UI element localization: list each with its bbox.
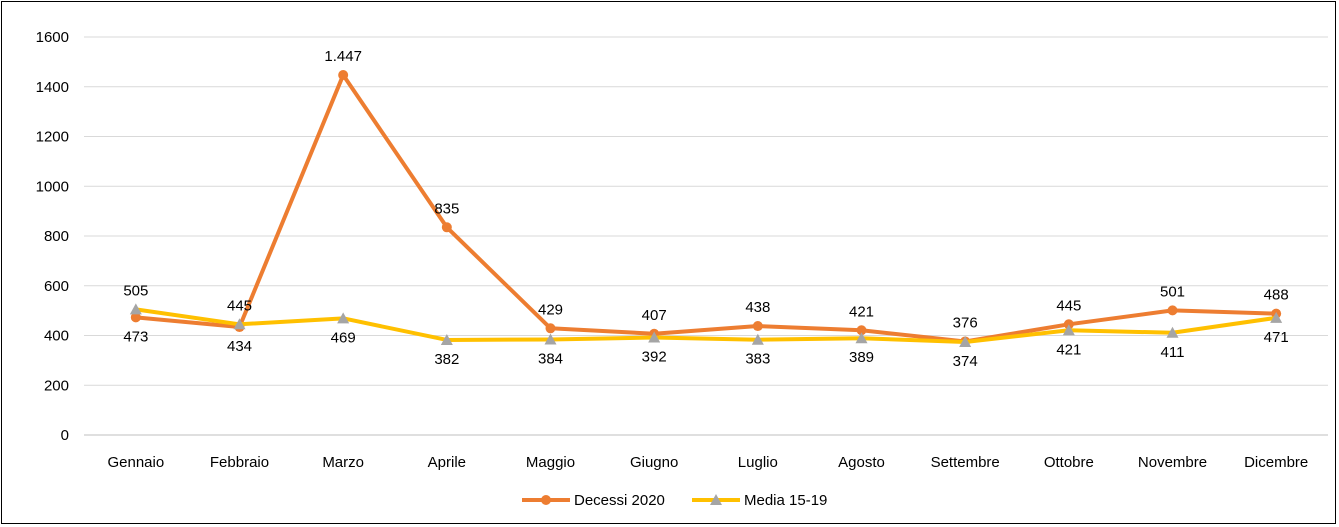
point-media-15-19-maggio xyxy=(544,333,557,345)
y-tick-label-600: 600 xyxy=(44,278,69,295)
y-tick-label-200: 200 xyxy=(44,377,69,394)
point-decessi-2020-novembre xyxy=(1167,305,1178,316)
x-tick-label-febbraio: Febbraio xyxy=(210,454,269,471)
x-tick-label-dicembre: Dicembre xyxy=(1244,454,1308,471)
x-tick-label-ottobre: Ottobre xyxy=(1044,454,1094,471)
data-label-media-15-19-settembre: 374 xyxy=(953,353,978,370)
y-tick-label-1400: 1400 xyxy=(36,79,69,96)
series-line-decessi-2020 xyxy=(133,73,1279,344)
point-media-15-19-settembre xyxy=(959,335,972,347)
point-media-15-19-gennaio xyxy=(129,303,142,315)
point-decessi-2020-marzo xyxy=(338,70,349,81)
x-tick-label-gennaio: Gennaio xyxy=(107,454,164,471)
point-media-15-19-giugno xyxy=(648,331,661,343)
x-tick-label-maggio: Maggio xyxy=(526,454,575,471)
legend-label-media-15-19: Media 15-19 xyxy=(744,492,827,509)
data-label-decessi-2020-ottobre: 445 xyxy=(1056,297,1081,314)
data-label-media-15-19-maggio: 384 xyxy=(538,350,563,367)
point-decessi-2020-aprile xyxy=(441,222,452,233)
x-tick-label-aprile: Aprile xyxy=(428,454,466,471)
x-tick-label-settembre: Settembre xyxy=(931,454,1000,471)
data-label-decessi-2020-dicembre: 488 xyxy=(1264,287,1289,304)
data-label-decessi-2020-agosto: 421 xyxy=(849,303,874,320)
data-label-decessi-2020-novembre: 501 xyxy=(1160,283,1185,300)
point-media-15-19-febbraio xyxy=(233,318,246,330)
point-media-15-19-ottobre xyxy=(1062,324,1075,336)
y-tick-label-400: 400 xyxy=(44,328,69,345)
data-label-media-15-19-agosto: 389 xyxy=(849,349,874,366)
x-tick-label-marzo: Marzo xyxy=(322,454,364,471)
data-label-media-15-19-ottobre: 421 xyxy=(1056,341,1081,358)
point-decessi-2020-agosto xyxy=(856,325,867,336)
data-label-media-15-19-dicembre: 471 xyxy=(1264,329,1289,346)
point-media-15-19-marzo xyxy=(337,312,350,324)
legend-marker-media-15-19 xyxy=(710,494,722,505)
x-tick-label-agosto: Agosto xyxy=(838,454,885,471)
point-media-15-19-agosto xyxy=(855,332,868,344)
data-label-decessi-2020-maggio: 429 xyxy=(538,301,563,318)
point-media-15-19-novembre xyxy=(1166,326,1179,338)
data-label-media-15-19-novembre: 411 xyxy=(1161,344,1185,361)
y-tick-label-800: 800 xyxy=(44,228,69,245)
point-media-15-19-luglio xyxy=(751,333,764,345)
point-media-15-19-dicembre xyxy=(1270,311,1283,323)
legend-marker-decessi-2020 xyxy=(541,495,551,505)
point-decessi-2020-luglio xyxy=(752,321,763,332)
y-tick-label-1000: 1000 xyxy=(36,178,69,195)
series-line-media-15-19 xyxy=(133,307,1279,344)
point-decessi-2020-gennaio xyxy=(130,312,141,323)
point-media-15-19-aprile xyxy=(440,333,453,345)
data-label-media-15-19-aprile: 382 xyxy=(434,351,459,368)
data-label-decessi-2020-luglio: 438 xyxy=(745,299,770,316)
data-label-decessi-2020-settembre: 376 xyxy=(953,314,978,331)
point-decessi-2020-maggio xyxy=(545,323,556,334)
y-tick-label-1200: 1200 xyxy=(36,129,69,146)
data-label-decessi-2020-marzo: 1.447 xyxy=(324,48,362,65)
data-label-media-15-19-febbraio: 445 xyxy=(227,297,252,314)
data-label-media-15-19-marzo: 469 xyxy=(331,329,356,346)
data-label-decessi-2020-gennaio: 473 xyxy=(123,328,148,345)
legend-label-decessi-2020: Decessi 2020 xyxy=(574,492,665,509)
x-tick-label-novembre: Novembre xyxy=(1138,454,1207,471)
data-label-decessi-2020-aprile: 835 xyxy=(434,200,459,217)
y-tick-label-1600: 1600 xyxy=(36,29,69,46)
data-label-media-15-19-luglio: 383 xyxy=(745,351,770,368)
x-tick-label-giugno: Giugno xyxy=(630,454,678,471)
data-label-decessi-2020-febbraio: 434 xyxy=(227,338,252,355)
x-tick-label-luglio: Luglio xyxy=(738,454,778,471)
data-label-decessi-2020-giugno: 407 xyxy=(642,307,667,324)
y-tick-label-0: 0 xyxy=(61,427,69,444)
data-label-media-15-19-giugno: 392 xyxy=(642,348,667,365)
data-label-media-15-19-gennaio: 505 xyxy=(123,282,148,299)
